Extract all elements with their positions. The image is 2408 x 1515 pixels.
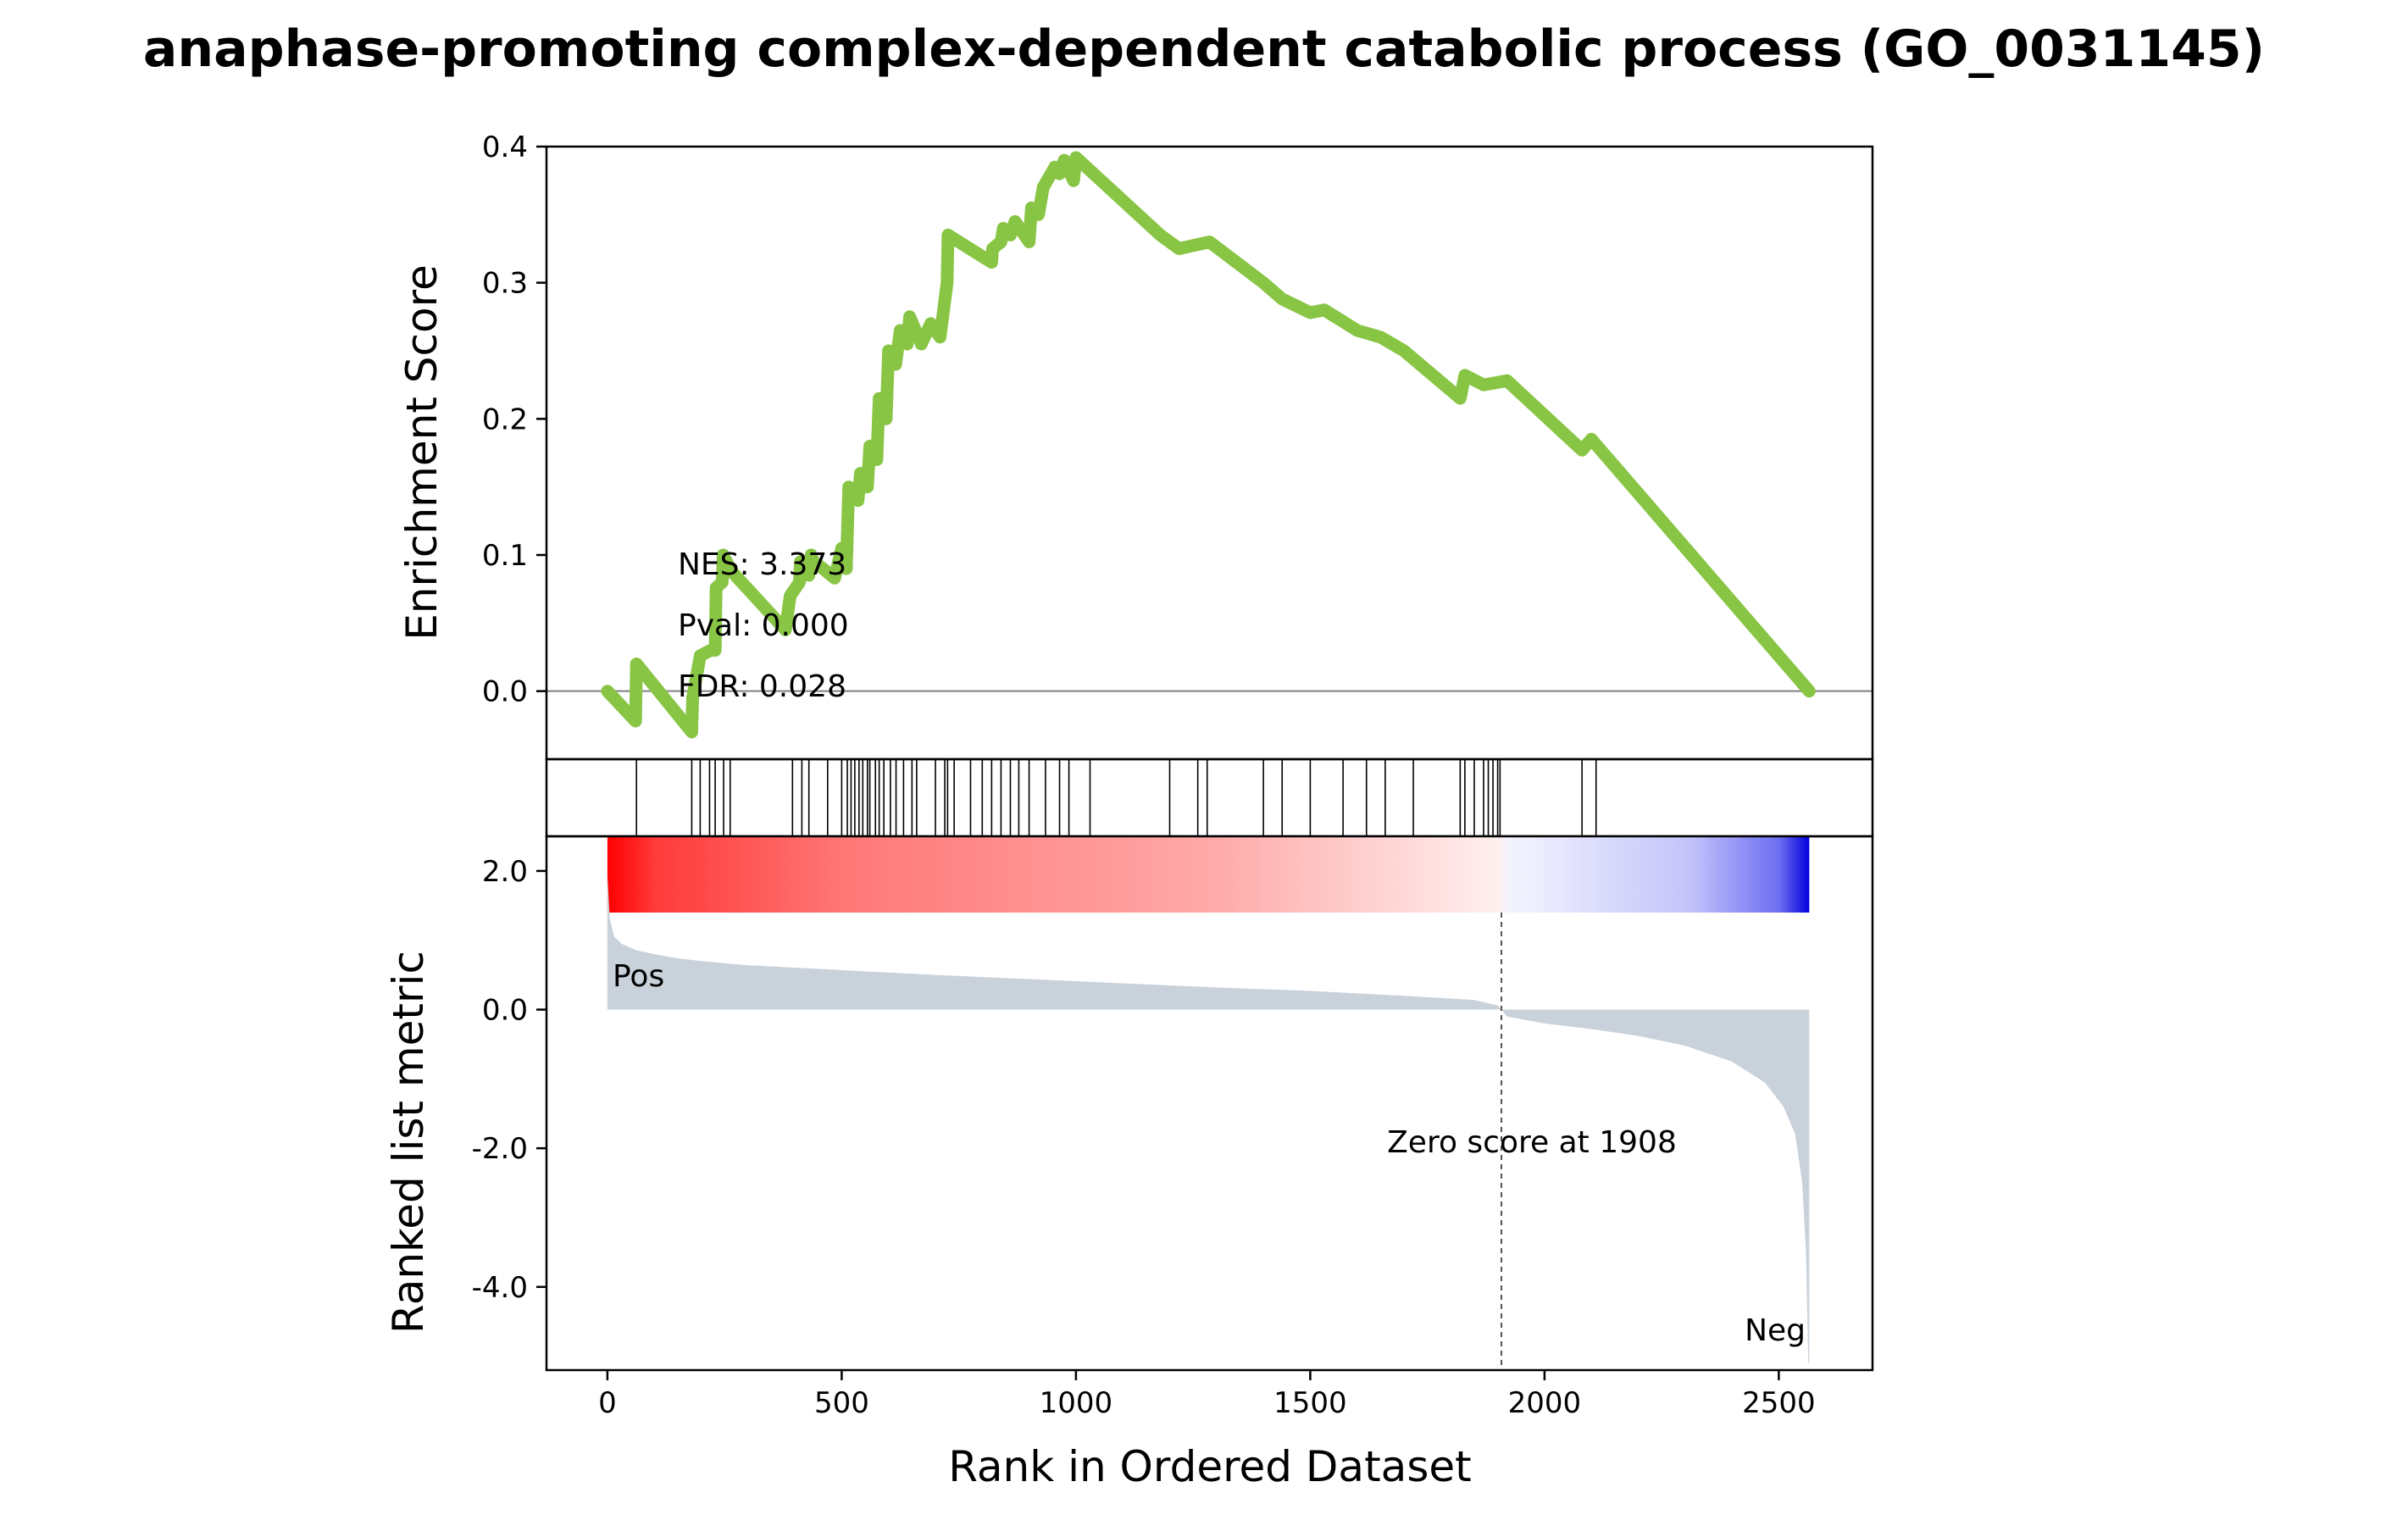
ranked-metric-area <box>607 874 1810 1363</box>
x-tick-label: 0 <box>598 1386 617 1420</box>
x-axis-label: Rank in Ordered Dataset <box>948 1442 1471 1491</box>
enrichment-stat-2: FDR: 0.028 <box>678 669 846 704</box>
enrichment-stat-1: Pval: 0.000 <box>678 608 849 643</box>
ranked-y-label: Ranked list metric <box>384 951 433 1334</box>
x-tick-label: 1500 <box>1273 1386 1347 1420</box>
neg-label: Neg <box>1745 1313 1806 1348</box>
zero-score-annotation: Zero score at 1908 <box>1387 1125 1677 1160</box>
enrichment-y-tick-label: 0.2 <box>482 402 528 436</box>
enrichment-y-tick-label: 0.4 <box>482 130 528 164</box>
x-tick-label: 1000 <box>1040 1386 1113 1420</box>
enrichment-score-line <box>601 151 1816 739</box>
enrichment-panel: 0.0 0.1 0.2 0.3 0.4 NES: 3.373 Pval: 0.000 FDR… <box>397 130 1874 761</box>
ranked-y-ticks: 2.0 0.0 -2.0 -4.0 <box>472 855 547 1305</box>
hits-panel-frame <box>545 758 1874 838</box>
ranked-panel: 2.00.0-2.0-4.0 0 500 1000 1500 2000 2500 Pos … <box>384 835 1874 1491</box>
hits-panel <box>545 758 1874 838</box>
enrichment-y-tick-label: 0.3 <box>482 267 528 301</box>
enrichment-y-label: Enrichment Score <box>397 264 447 641</box>
enrichment-y-ticks: 0.0 0.1 0.2 0.3 0.4 <box>482 130 547 709</box>
gene-hit-markers <box>635 759 1597 836</box>
chart-title: anaphase-promoting complex-dependent cat… <box>143 19 2265 79</box>
ranked-color-bar <box>607 836 1810 913</box>
enrichment-stat-0: NES: 3.373 <box>678 547 846 582</box>
ranked-panel-frame <box>545 835 1874 1372</box>
x-tick-label: 2500 <box>1742 1386 1816 1420</box>
enrichment-stats: NES: 3.373 Pval: 0.000 FDR: 0.028 <box>678 547 849 704</box>
pos-label: Pos <box>613 959 664 994</box>
enrichment-y-tick-label: 0.0 <box>482 675 528 709</box>
ranked-y-tick-label: 0.0 <box>482 994 528 1028</box>
x-tick-label: 2000 <box>1508 1386 1582 1420</box>
ranked-y-tick-label: -4.0 <box>472 1271 528 1305</box>
ranked-y-tick-label: 2.0 <box>482 855 528 889</box>
x-axis-ticks: 0 500 1000 1500 2000 2500 <box>598 1370 1816 1420</box>
ranked-y-tick-label: -2.0 <box>472 1132 528 1166</box>
enrichment-y-tick-label: 0.1 <box>482 539 528 573</box>
x-tick-label: 500 <box>814 1386 869 1420</box>
